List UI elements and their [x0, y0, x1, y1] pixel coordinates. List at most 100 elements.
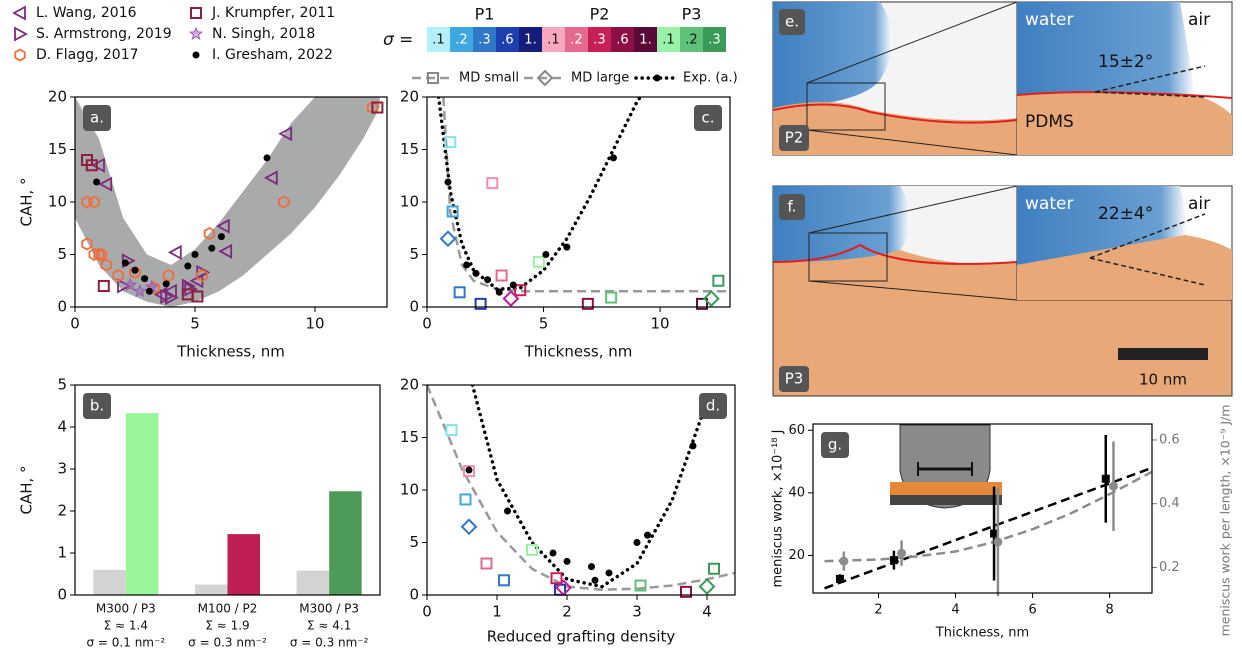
label-air: air: [1188, 194, 1210, 214]
legend-marker: [654, 75, 661, 82]
x-tick-label: Σ ≈ 4.1: [307, 619, 351, 633]
y-tick-label: 60: [788, 423, 805, 438]
marker: [184, 263, 191, 270]
panel-label: a.: [90, 109, 104, 127]
label-air: air: [1188, 10, 1210, 30]
y-tick-label: 15: [400, 428, 419, 446]
sigma-label: σ =: [383, 30, 413, 50]
marker: [482, 559, 492, 569]
legend-label: S. Armstrong, 2019: [36, 26, 172, 42]
legend-label: Exp. (a.): [683, 71, 738, 86]
marker: [510, 281, 517, 288]
marker: [610, 154, 617, 161]
panel-label: b.: [90, 397, 104, 415]
legend-label: D. Flagg, 2017: [36, 47, 139, 63]
marker: [463, 262, 470, 269]
marker: [606, 569, 613, 576]
y-tick-label: 10: [400, 481, 419, 499]
marker: [496, 289, 503, 296]
plot-area: [439, 92, 730, 292]
marker: [208, 245, 215, 252]
x-tick-label: 4: [951, 603, 959, 618]
y-tick-label: 20: [48, 88, 67, 106]
x-tick-label: 10: [305, 315, 324, 333]
marker: [441, 232, 455, 246]
x-tick-label: 1: [492, 603, 502, 621]
marker: [497, 271, 507, 281]
x-tick-label: 4: [702, 603, 712, 621]
band: [75, 97, 380, 307]
marker: [466, 467, 473, 474]
x-tick-label: M100 / P2: [198, 602, 258, 616]
y-axis-label: CAH, °: [18, 177, 36, 226]
marker: [444, 179, 451, 186]
marker: [461, 494, 471, 504]
bar: [297, 571, 330, 595]
label-water: water: [1025, 194, 1073, 214]
scale-bar: [1118, 348, 1208, 360]
x-tick-label: Σ ≈ 1.9: [205, 619, 249, 633]
scale-group-label: P3: [682, 5, 702, 24]
x-tick-label: 5: [539, 315, 549, 333]
scale-group-label: P1: [475, 5, 495, 24]
marker: [606, 293, 616, 303]
marker: [1102, 475, 1110, 483]
bar: [228, 534, 261, 595]
marker: [218, 233, 225, 240]
x-axis-label: Thickness, nm: [176, 343, 285, 361]
y-tick-label: 2: [57, 502, 67, 520]
marker: [563, 244, 570, 251]
marker: [487, 178, 497, 188]
figure: water air 15±2° PDMS e. P2 water air 22±…: [0, 0, 1242, 653]
legend-label: MD small: [459, 71, 519, 86]
bar: [126, 413, 159, 595]
marker: [542, 251, 549, 258]
y-tick-label: 5: [409, 245, 419, 263]
legend-marker: [14, 7, 25, 19]
x-tick-label: 6: [1028, 603, 1036, 618]
marker: [472, 270, 479, 277]
substrate: [890, 495, 1002, 505]
x-tick-label: 0: [422, 315, 432, 333]
bar: [195, 585, 228, 596]
legend-label: L. Wang, 2016: [36, 5, 137, 21]
fit-line: [427, 385, 735, 590]
x-tick-label: 2: [874, 603, 882, 618]
y2-tick-label: 0.2: [1159, 560, 1180, 575]
panel-label: g.: [828, 436, 842, 454]
y-tick-label: 15: [400, 140, 419, 158]
plot-area: [75, 97, 380, 307]
scale-level: .6: [616, 33, 628, 48]
x-axis-label: Thickness, nm: [524, 343, 633, 361]
y-tick-label: 5: [409, 533, 419, 551]
panel-f: water air 22±4° 10 nm f. P3: [773, 186, 1232, 396]
scale-level: .3: [593, 33, 605, 48]
y-tick-label: 0: [57, 298, 67, 316]
y-tick-label: 3: [57, 460, 67, 478]
scale-level: .1: [662, 33, 674, 48]
y-tick-label: 5: [57, 376, 67, 394]
legend-label: J. Krumpfer, 2011: [211, 5, 335, 21]
marker: [93, 179, 100, 186]
x-tick-label: 8: [1105, 603, 1113, 618]
x-tick-label: 2: [562, 603, 572, 621]
y-tick-label: 20: [400, 376, 419, 394]
scale-level: .1: [547, 33, 559, 48]
marker: [170, 246, 181, 258]
film: [890, 482, 1002, 495]
marker: [644, 532, 651, 539]
marker: [1109, 482, 1118, 491]
scale-level: .1: [432, 33, 444, 48]
marker: [709, 564, 719, 574]
marker: [455, 287, 465, 297]
sample-label: P2: [785, 129, 804, 147]
marker: [592, 577, 599, 584]
plot-area: [427, 385, 735, 590]
marker: [499, 575, 509, 585]
marker: [588, 563, 595, 570]
panel-label: f.: [788, 198, 797, 216]
y-tick-label: 20: [400, 88, 419, 106]
marker: [99, 281, 109, 291]
y-tick-label: 5: [57, 245, 67, 263]
scale-label: 10 nm: [1139, 371, 1187, 389]
